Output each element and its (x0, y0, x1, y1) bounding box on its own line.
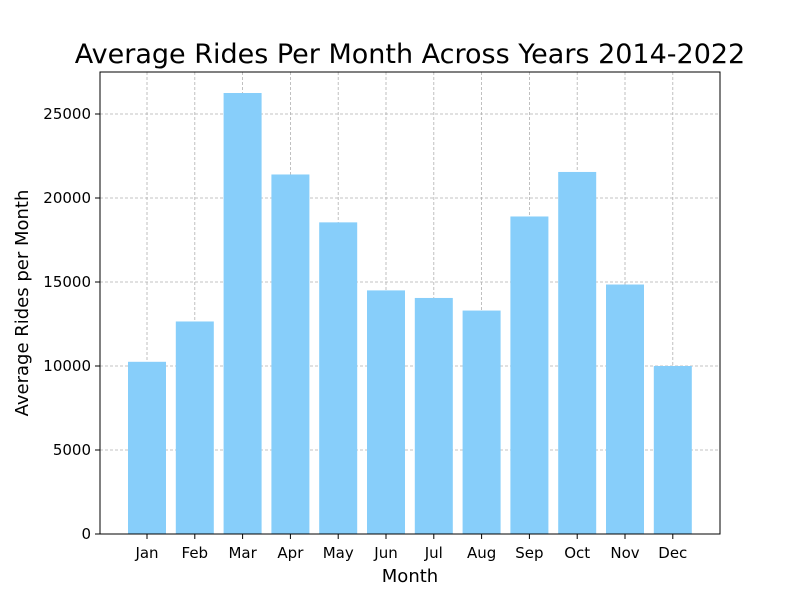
x-tick-label: Dec (658, 544, 687, 562)
y-tick-label: 15000 (43, 273, 91, 291)
x-tick-label: Aug (467, 544, 496, 562)
x-tick-label: Feb (182, 544, 209, 562)
x-axis: Jan Feb Mar Apr May Jun Jul Aug Sep Oct Nov Dec (134, 534, 687, 562)
bar-nov (606, 284, 644, 534)
x-tick-label: Apr (277, 544, 304, 562)
y-axis-label: Average Rides per Month (12, 190, 33, 417)
x-axis-label: Month (382, 566, 438, 587)
x-tick-label: Sep (515, 544, 543, 562)
bar-jun (367, 290, 405, 534)
x-tick-label: Jan (134, 544, 158, 562)
x-tick-label: May (323, 544, 354, 562)
x-tick-label: Jun (373, 544, 397, 562)
bar-dec (653, 366, 692, 534)
bar-apr (271, 174, 310, 535)
y-tick-label: 10000 (43, 357, 91, 375)
y-tick-label: 5000 (53, 441, 91, 459)
x-tick-label: Oct (564, 544, 590, 562)
plot-frame (99, 71, 721, 535)
y-axis: 0 5000 10000 15000 20000 25000 (43, 105, 100, 543)
y-tick-label: 0 (81, 525, 91, 543)
chart-title: Average Rides Per Month Across Years 201… (75, 39, 746, 70)
bar-jan (128, 361, 166, 534)
y-tick-label: 20000 (43, 189, 91, 207)
bar-feb (175, 321, 214, 534)
bar-aug (462, 310, 501, 534)
bar-mar (223, 93, 262, 534)
x-tick-label: Jul (424, 544, 443, 562)
x-tick-label: Nov (610, 544, 639, 562)
bar-oct (558, 171, 597, 534)
bar-sep (510, 216, 549, 535)
bars (128, 93, 692, 535)
x-tick-label: Mar (228, 544, 257, 562)
y-tick-label: 25000 (43, 105, 91, 123)
bar-may (319, 222, 358, 535)
bar-jul (414, 297, 453, 534)
